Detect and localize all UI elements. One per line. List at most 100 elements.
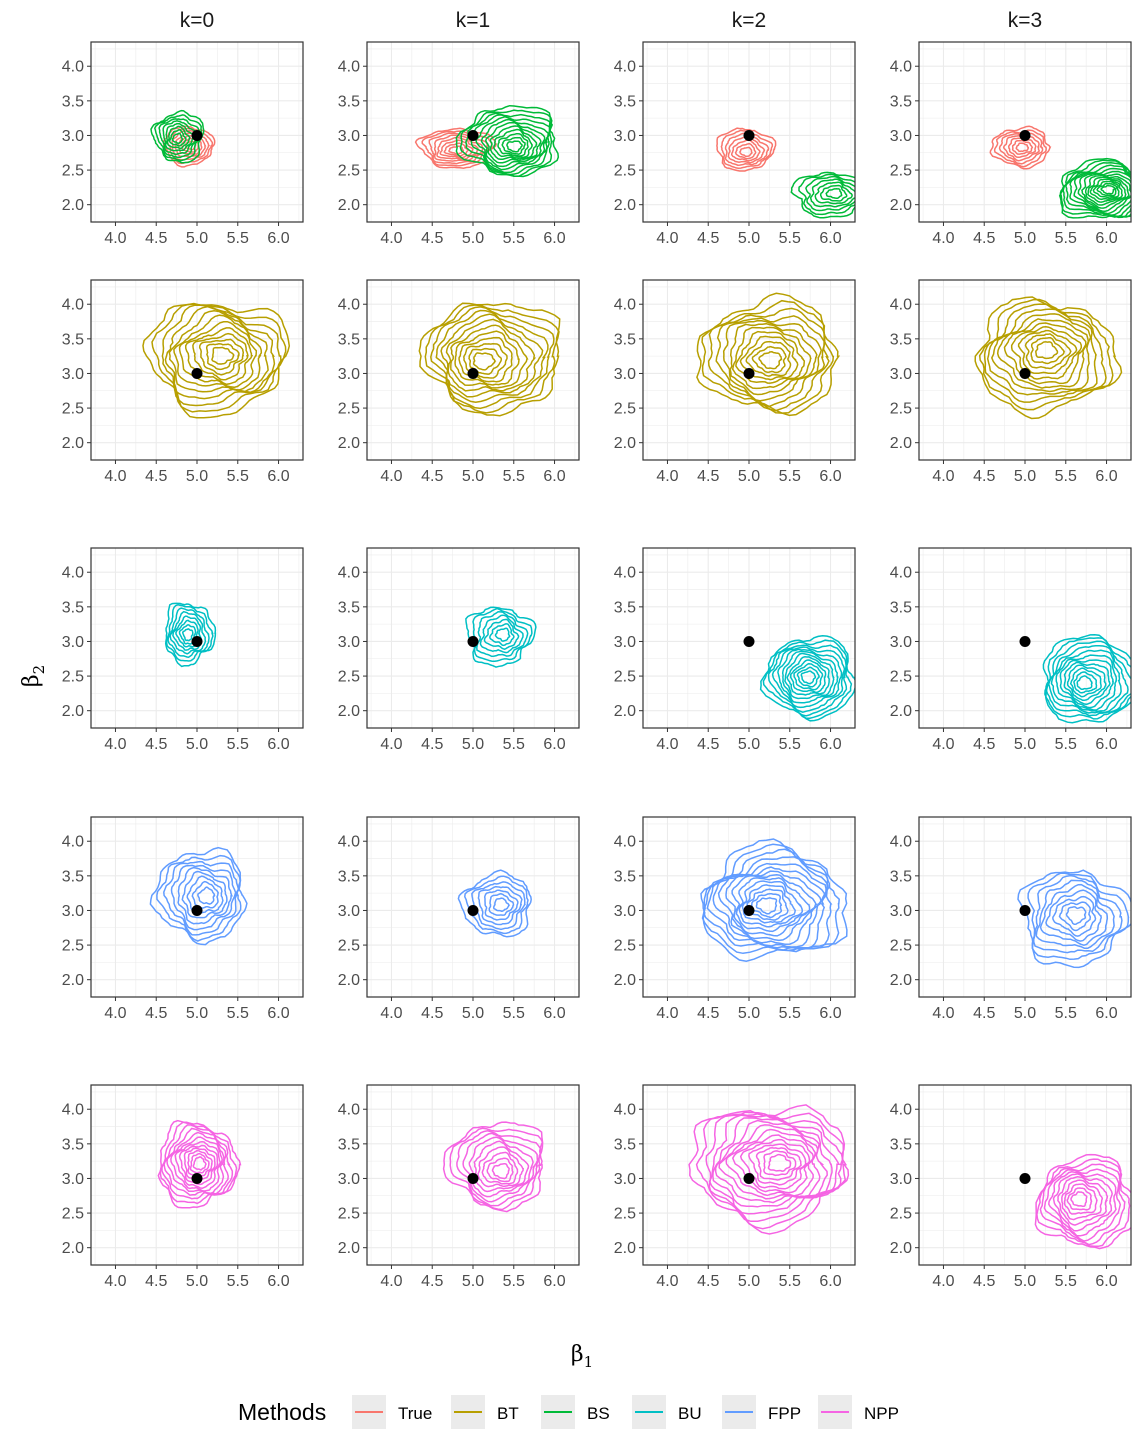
- y-tick-label: 4.0: [890, 1102, 912, 1119]
- true-value-point: [467, 367, 479, 379]
- y-tick-label: 3.5: [890, 1136, 912, 1153]
- x-tick-label: 6.0: [267, 468, 289, 485]
- contour-fpp-level-4: [1039, 883, 1109, 946]
- contour-bu-level-4: [172, 615, 203, 651]
- contour-bs-level-8: [1084, 174, 1130, 206]
- contour-true-level-2: [998, 132, 1044, 165]
- y-tick-label: 4.0: [890, 59, 912, 76]
- x-tick-label: 4.0: [104, 1273, 126, 1290]
- contour-bs-level-2: [158, 118, 201, 159]
- y-tick-label: 3.0: [890, 634, 912, 651]
- y-tick-label: 3.5: [338, 599, 360, 616]
- true-value-point: [743, 1172, 755, 1184]
- contour-fpp-level-10: [741, 884, 796, 924]
- y-tick-label: 3.0: [890, 128, 912, 145]
- contour-bt-level-8: [1017, 329, 1078, 375]
- x-tick-label: 5.5: [503, 1273, 525, 1290]
- x-tick-label: 4.0: [932, 1273, 954, 1290]
- contour-fpp-level-4: [712, 862, 827, 948]
- y-tick-label: 4.0: [62, 834, 84, 851]
- panel-r4-c0: 4.0 4.5 5.0 5.5 6.0 2.0 2.5 3.0 3.5 4.0: [62, 1084, 304, 1290]
- contour-bu-level-3: [479, 614, 524, 654]
- contour-bt-level-7: [735, 330, 806, 384]
- x-tick-label: 4.0: [104, 1005, 126, 1022]
- x-tick-label: 4.0: [932, 1005, 954, 1022]
- legend-item-true: True: [352, 1395, 432, 1429]
- legend-title: Methods: [238, 1399, 326, 1425]
- x-tick-label: 5.0: [1014, 230, 1036, 247]
- contour-bu-level-4: [483, 618, 520, 650]
- x-tick-label: 5.5: [779, 230, 801, 247]
- contour-bt-level-9: [1024, 333, 1072, 370]
- contour-npp-level-4: [468, 1136, 534, 1198]
- contour-npp-level-6: [1057, 1176, 1109, 1226]
- contour-npp-level-11: [755, 1147, 802, 1181]
- panel-contours: [157, 1119, 242, 1209]
- contour-bt-level-10: [468, 347, 503, 375]
- x-tick-label: 4.0: [380, 1005, 402, 1022]
- contour-fpp-level-12: [750, 893, 783, 919]
- contour-bt-level-0: [142, 303, 291, 419]
- contour-bt-level-9: [463, 343, 508, 379]
- x-tick-label: 4.0: [656, 1005, 678, 1022]
- y-tick-label: 3.0: [338, 634, 360, 651]
- true-value-point: [467, 635, 479, 647]
- x-tick-label: 5.5: [1055, 1005, 1077, 1022]
- legend-label: BS: [587, 1404, 610, 1423]
- x-tick-label: 5.5: [503, 736, 525, 753]
- contour-fpp-level-6: [1052, 895, 1097, 937]
- true-value-point: [1019, 367, 1031, 379]
- legend-item-npp: NPP: [818, 1395, 899, 1429]
- y-tick-label: 3.0: [62, 1171, 84, 1188]
- contour-npp-level-10: [748, 1143, 808, 1186]
- contour-bs-level-7: [171, 132, 184, 145]
- x-tick-label: 5.0: [186, 1273, 208, 1290]
- contour-fpp-level-7: [731, 873, 818, 937]
- contour-bs-level-7: [489, 125, 538, 160]
- contour-bt-level-6: [1003, 322, 1087, 385]
- x-tick-label: 4.0: [104, 230, 126, 247]
- contour-npp-level-5: [1052, 1173, 1113, 1232]
- y-tick-label: 3.0: [614, 128, 636, 145]
- x-tick-label: 4.5: [697, 230, 719, 247]
- y-tick-label: 2.0: [614, 435, 636, 452]
- true-value-point: [191, 367, 203, 379]
- panel-r0-c2: 4.0 4.5 5.0 5.5 6.0 2.0 2.5 3.0 3.5 4.0: [614, 41, 856, 247]
- contour-bs-level-0: [455, 104, 560, 178]
- facet-panels: 4.0 4.5 5.0 5.5 6.0 2.0 2.5 3.0 3.5 4.0 4.0 4.5 5.0 5…: [62, 41, 1132, 1290]
- y-tick-label: 4.0: [614, 297, 636, 314]
- y-tick-label: 3.0: [62, 634, 84, 651]
- x-tick-label: 5.0: [186, 736, 208, 753]
- x-tick-label: 5.5: [1055, 1273, 1077, 1290]
- y-tick-label: 2.0: [62, 703, 84, 720]
- y-tick-label: 2.0: [614, 197, 636, 214]
- contour-bu-level-6: [784, 652, 835, 700]
- contour-bt-level-2: [707, 307, 830, 412]
- y-tick-label: 3.5: [338, 331, 360, 348]
- contour-npp-level-6: [174, 1140, 221, 1189]
- contour-bs-level-6: [1077, 172, 1131, 212]
- x-tick-label: 4.0: [656, 736, 678, 753]
- panel-r4-c1: 4.0 4.5 5.0 5.5 6.0 2.0 2.5 3.0 3.5 4.0: [338, 1084, 580, 1290]
- y-tick-label: 4.0: [890, 565, 912, 582]
- y-tick-label: 3.5: [614, 868, 636, 885]
- contour-bt-level-3: [986, 308, 1098, 396]
- legend-label: BU: [678, 1404, 702, 1423]
- true-value-point: [1019, 129, 1031, 141]
- contour-bs-level-5: [819, 184, 848, 202]
- column-strip-1: k=1: [456, 9, 490, 32]
- contour-fpp-level-0: [1017, 869, 1131, 969]
- contour-true-level-5: [734, 143, 757, 160]
- x-tick-label: 5.5: [503, 230, 525, 247]
- contour-bu-level-5: [489, 623, 515, 647]
- x-tick-label: 4.0: [380, 1273, 402, 1290]
- contour-bu-level-3: [1047, 644, 1129, 714]
- contour-bu-level-3: [771, 646, 846, 713]
- contour-bs-level-2: [805, 175, 855, 212]
- contour-bt-level-1: [151, 302, 287, 413]
- panel-contours: [418, 302, 561, 417]
- y-tick-label: 2.5: [614, 669, 636, 686]
- contour-true-level-0: [989, 125, 1052, 170]
- contour-true-level-5: [439, 139, 474, 159]
